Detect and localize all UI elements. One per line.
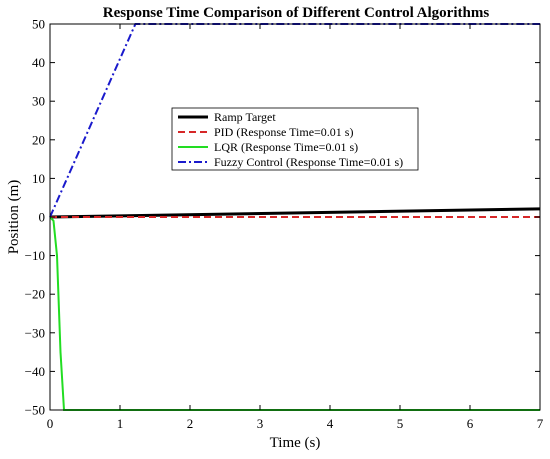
y-tick-label-3: −20 — [25, 287, 45, 302]
legend-label-2: LQR (Response Time=0.01 s) — [214, 140, 358, 154]
x-tick-label-3: 3 — [257, 416, 264, 431]
y-axis-label: Position (m) — [6, 180, 22, 255]
series-line-2 — [49, 216, 540, 411]
y-tick-label-4: −10 — [25, 248, 45, 263]
x-tick-label-0: 0 — [47, 416, 54, 431]
y-tick-label-9: 40 — [32, 55, 45, 70]
legend-label-1: PID (Response Time=0.01 s) — [214, 125, 353, 139]
legend-label-0: Ramp Target — [214, 110, 276, 124]
chart-title: Response Time Comparison of Different Co… — [103, 5, 490, 21]
ticks-layer: 0 1 2 3 4 5 6 7 −50 −40 −30 −20 −10 0 10 20 30 40 50 — [25, 17, 544, 432]
legend-label-3: Fuzzy Control (Response Time=0.01 s) — [214, 155, 403, 169]
y-tick-label-0: −50 — [25, 403, 45, 418]
x-tick-label-7: 7 — [537, 416, 544, 431]
y-tick-label-10: 50 — [32, 17, 45, 32]
x-tick-label-4: 4 — [327, 416, 334, 431]
legend-box — [171, 107, 419, 171]
y-tick-label-6: 10 — [32, 171, 45, 186]
series-line-0 — [49, 207, 541, 219]
x-tick-label-2: 2 — [187, 416, 194, 431]
x-tick-label-6: 6 — [467, 416, 474, 431]
y-tick-label-8: 30 — [32, 94, 45, 109]
x-axis-label: Time (s) — [270, 435, 321, 451]
y-tick-label-7: 20 — [32, 132, 45, 147]
y-tick-label-5: 0 — [39, 210, 46, 225]
y-tick-label-2: −30 — [25, 325, 45, 340]
series-layer — [49, 23, 541, 411]
x-tick-label-5: 5 — [397, 416, 404, 431]
x-tick-label-1: 1 — [117, 416, 124, 431]
y-tick-label-1: −40 — [25, 364, 45, 379]
